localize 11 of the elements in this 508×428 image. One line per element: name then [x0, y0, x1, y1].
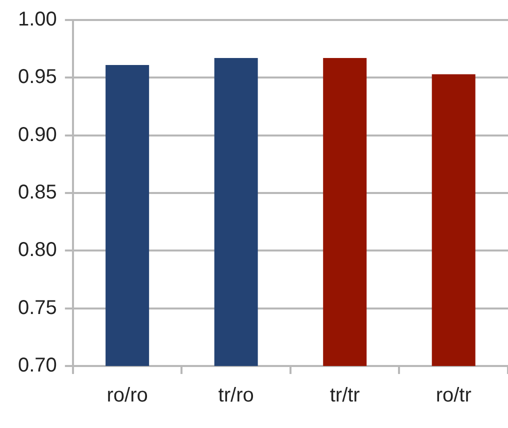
x-tick-label: ro/ro [106, 384, 148, 407]
y-tick-label: 0.75 [18, 296, 57, 319]
y-tick-label: 0.80 [18, 239, 57, 262]
y-tick-label: 0.90 [18, 124, 57, 146]
x-tick-label: tr/tr [330, 384, 360, 407]
x-tick-label: tr/ro [218, 384, 254, 407]
y-tick-label: 0.95 [18, 66, 57, 88]
x-tick-label: ro/tr [436, 384, 472, 407]
y-tick-label: 1.00 [18, 8, 57, 31]
y-tick-label: 0.70 [18, 354, 57, 377]
y-tick-label: 0.85 [18, 182, 57, 204]
